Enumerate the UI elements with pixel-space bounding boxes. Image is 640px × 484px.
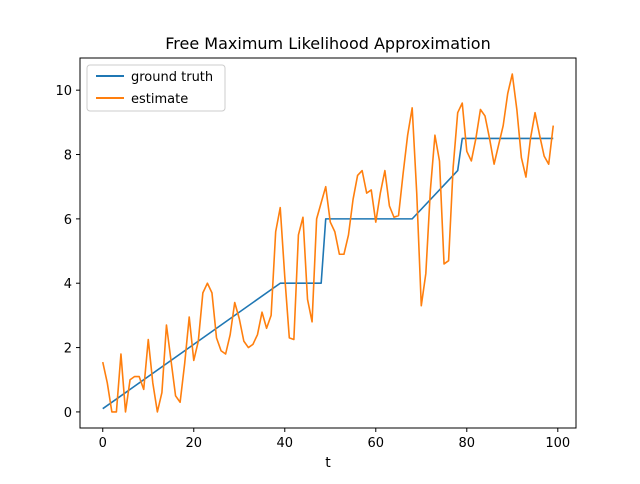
x-tick-label: 20 xyxy=(185,436,202,451)
chart-title: Free Maximum Likelihood Approximation xyxy=(165,34,490,53)
y-tick-label: 2 xyxy=(64,342,72,357)
series-line-ground-truth xyxy=(102,137,554,410)
y-tick-label: 4 xyxy=(64,277,72,292)
x-tick-label: 80 xyxy=(459,436,476,451)
plot-area-frame xyxy=(79,57,577,429)
series-layer xyxy=(101,73,555,413)
x-tick-label: 0 xyxy=(99,436,107,451)
legend-label-estimate: estimate xyxy=(131,92,188,107)
y-axis: 0 2 4 6 8 10 xyxy=(55,84,80,421)
x-tick-label: 100 xyxy=(545,436,570,451)
y-tick-label: 10 xyxy=(55,84,72,99)
y-tick-label: 6 xyxy=(64,213,72,228)
y-tick-label: 0 xyxy=(64,406,72,421)
y-tick-label: 8 xyxy=(64,149,72,164)
x-tick-label: 40 xyxy=(276,436,293,451)
legend-label-ground-truth: ground truth xyxy=(131,70,213,85)
x-axis-label: t xyxy=(325,455,331,471)
x-axis: 0 20 40 60 80 100 xyxy=(99,428,570,451)
legend: ground truth estimate xyxy=(86,64,226,112)
series-line-estimate xyxy=(101,73,555,413)
x-tick-label: 60 xyxy=(368,436,385,451)
